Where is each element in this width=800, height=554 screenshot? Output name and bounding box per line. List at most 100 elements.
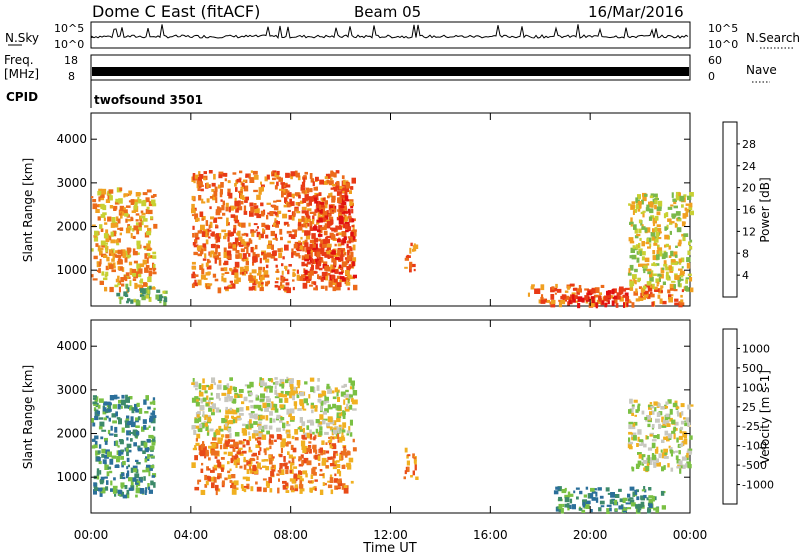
data-cell — [227, 451, 233, 456]
data-cell — [321, 252, 327, 257]
data-cell — [125, 422, 130, 428]
colorbar-tick-label: 25 — [742, 401, 756, 414]
data-cell — [646, 436, 649, 440]
data-cell — [349, 247, 353, 252]
data-cell — [236, 451, 242, 455]
data-cell — [221, 205, 225, 211]
data-cell — [126, 300, 129, 304]
data-cell — [352, 390, 358, 396]
data-cell — [204, 474, 207, 481]
data-cell — [255, 394, 258, 398]
data-cell — [136, 462, 141, 465]
data-cell — [255, 444, 261, 448]
data-cell — [350, 206, 354, 209]
data-cell — [609, 499, 614, 505]
data-cell — [290, 464, 293, 471]
data-cell — [670, 266, 674, 271]
data-cell — [242, 423, 246, 427]
data-cell — [347, 451, 351, 456]
data-cell — [212, 407, 215, 413]
data-cell — [652, 250, 656, 255]
data-cell — [151, 415, 157, 418]
data-cell — [313, 271, 318, 274]
data-cell — [204, 253, 207, 259]
data-cell — [637, 443, 643, 446]
data-cell — [93, 487, 99, 491]
data-cell — [578, 507, 583, 511]
data-cell — [246, 242, 251, 246]
data-cell — [258, 234, 261, 240]
data-cell — [206, 198, 210, 203]
data-cell — [343, 236, 347, 240]
data-cell — [254, 213, 259, 216]
data-cell — [315, 176, 319, 181]
data-cell — [636, 443, 639, 447]
data-cell — [652, 461, 657, 466]
data-cell — [653, 288, 656, 292]
data-cell — [599, 495, 604, 499]
data-cell — [207, 430, 210, 434]
data-cell — [254, 244, 258, 250]
nsearch-label: N.Search — [746, 31, 800, 45]
data-cell — [197, 479, 202, 482]
data-cell — [313, 213, 317, 216]
data-cell — [334, 460, 337, 465]
data-cell — [216, 459, 220, 463]
data-cell — [294, 486, 299, 492]
data-cell — [204, 390, 208, 394]
data-cell — [108, 402, 112, 406]
data-cell — [260, 181, 262, 185]
data-cell — [146, 189, 152, 193]
data-cell — [151, 440, 156, 446]
data-cell — [129, 268, 133, 274]
data-cell — [652, 228, 655, 233]
data-cell — [341, 261, 347, 268]
data-cell — [342, 483, 346, 489]
data-cell — [205, 403, 209, 407]
data-cell — [413, 268, 416, 272]
colorbar-tick-label: 16 — [742, 204, 756, 217]
data-cell — [192, 447, 197, 451]
data-cell — [654, 286, 658, 290]
data-cell — [211, 447, 215, 452]
data-cell — [345, 389, 349, 393]
data-cell — [663, 448, 668, 453]
data-cell — [633, 209, 637, 213]
data-cell — [259, 233, 264, 239]
data-cell — [343, 485, 348, 489]
data-cell — [328, 214, 331, 217]
data-cell — [238, 177, 242, 181]
data-cell — [124, 485, 128, 490]
data-cell — [145, 466, 150, 473]
data-cell — [105, 248, 108, 253]
data-cell — [213, 173, 216, 180]
data-cell — [206, 384, 209, 388]
data-cell — [133, 260, 138, 264]
data-cell — [310, 402, 314, 406]
data-cell — [117, 282, 120, 286]
data-cell — [201, 216, 206, 220]
data-cell — [135, 494, 138, 498]
data-cell — [642, 212, 645, 218]
data-cell — [301, 421, 306, 427]
data-cell — [639, 439, 644, 443]
data-cell — [163, 297, 168, 303]
data-cell — [92, 438, 96, 442]
data-cell — [159, 300, 162, 304]
data-cell — [352, 261, 355, 267]
y-tick-label: 3000 — [56, 383, 87, 397]
data-cell — [634, 489, 638, 495]
data-cell — [341, 435, 345, 438]
data-cell — [141, 212, 146, 216]
data-cell — [273, 222, 277, 227]
data-cell — [130, 467, 134, 473]
data-cell — [352, 257, 357, 262]
data-cell — [591, 288, 596, 294]
data-cell — [316, 198, 319, 201]
data-cell — [670, 467, 674, 472]
data-cell — [144, 267, 149, 273]
data-cell — [191, 382, 195, 385]
nsky-tick-high: 10^5 — [54, 22, 84, 35]
data-cell — [329, 477, 334, 483]
data-cell — [99, 224, 103, 229]
